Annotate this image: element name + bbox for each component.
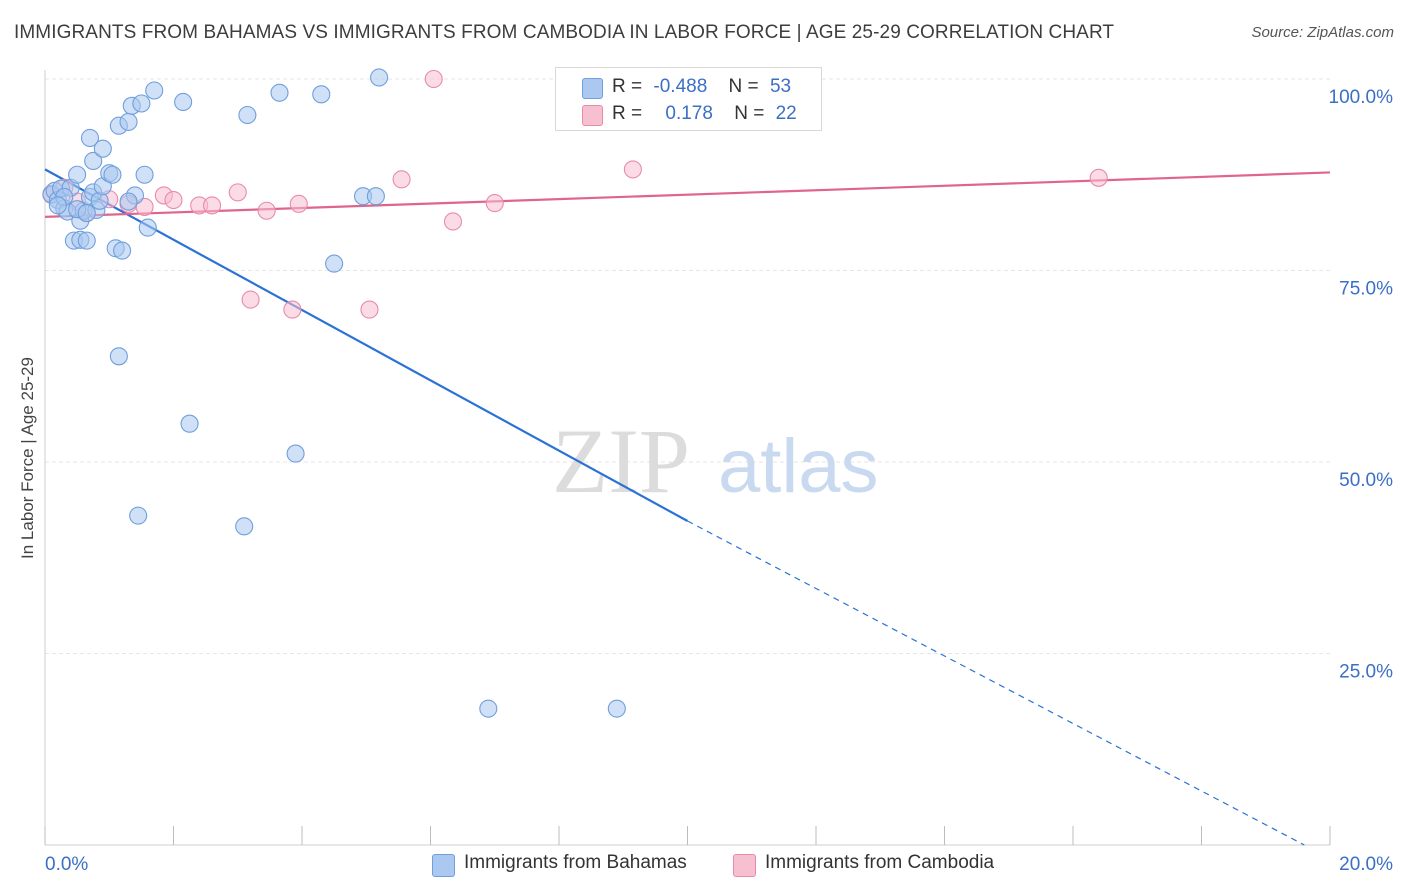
point-bahamas (286, 444, 305, 463)
point-cambodia (424, 69, 443, 89)
point-bahamas (93, 139, 112, 158)
point-bahamas (129, 506, 148, 525)
legend-label-cambodia: Immigrants from Cambodia (765, 852, 995, 873)
point-bahamas (325, 254, 344, 273)
point-cambodia (203, 196, 222, 215)
point-bahamas (145, 81, 164, 100)
data-points (42, 68, 1108, 718)
point-cambodia (485, 194, 504, 213)
point-bahamas (48, 196, 67, 215)
legend-r-label: R = (612, 103, 643, 124)
legend-swatch-blue (582, 78, 603, 99)
point-bahamas (77, 204, 96, 223)
point-bahamas (174, 92, 193, 112)
source-label: Source: ZipAtlas.com (1251, 24, 1394, 41)
point-bahamas (103, 165, 122, 184)
legend-n-value: 22 (775, 103, 797, 124)
y-tick-label: 25.0% (1339, 662, 1393, 683)
point-bahamas (119, 192, 138, 211)
point-bahamas (84, 151, 103, 171)
point-cambodia (283, 300, 302, 319)
point-bahamas (132, 94, 151, 113)
y-tick-label: 100.0% (1329, 87, 1394, 108)
point-cambodia (289, 194, 308, 213)
x-tick-label: 20.0% (1339, 854, 1393, 875)
legend-r-value: 0.178 (665, 103, 713, 124)
y-axis-label: In Labor Force | Age 25-29 (18, 357, 37, 559)
point-bahamas (180, 414, 199, 433)
legend-swatch-bahamas (432, 854, 455, 877)
point-cambodia (228, 183, 247, 202)
point-bahamas (113, 241, 132, 260)
point-cambodia (241, 290, 260, 309)
watermark-zip: ZIP (552, 410, 690, 512)
point-bahamas (138, 218, 157, 237)
legend-r-label: R = (612, 76, 643, 97)
point-bahamas (479, 699, 498, 718)
legend-label-bahamas: Immigrants from Bahamas (464, 852, 687, 873)
point-cambodia (1089, 168, 1108, 187)
legend-r-value: -0.488 (653, 76, 708, 97)
point-bahamas (109, 347, 128, 366)
legend-n-label: N = (728, 76, 759, 97)
x-tick-label: 0.0% (45, 854, 88, 875)
point-bahamas (235, 517, 254, 536)
chart-title: IMMIGRANTS FROM BAHAMAS VS IMMIGRANTS FR… (14, 22, 1115, 43)
gridlines (45, 78, 1330, 654)
point-bahamas (370, 68, 389, 87)
watermark: ZIP atlas (552, 410, 879, 512)
point-bahamas (135, 165, 154, 184)
trend-line-bahamas-extension (687, 520, 1305, 846)
point-cambodia (360, 300, 379, 319)
legend-swatch-pink (582, 105, 603, 126)
legend-n-value: 53 (769, 76, 792, 97)
y-tick-label: 50.0% (1339, 470, 1393, 491)
point-bahamas (607, 699, 626, 718)
point-bahamas (77, 231, 96, 250)
point-bahamas (68, 165, 87, 184)
point-bahamas (238, 105, 257, 125)
watermark-atlas: atlas (718, 424, 879, 509)
point-bahamas (119, 112, 138, 131)
point-cambodia (164, 190, 183, 210)
tick-labels: 25.0% 50.0% 75.0% 100.0% 0.0% 20.0% (45, 87, 1393, 875)
legend-swatch-cambodia (733, 854, 756, 877)
point-bahamas (366, 187, 385, 206)
point-cambodia (443, 212, 463, 231)
series-legend: Immigrants from Bahamas Immigrants from … (0, 852, 1406, 878)
point-bahamas (312, 85, 331, 104)
y-tick-label: 75.0% (1339, 279, 1393, 300)
point-cambodia (257, 201, 276, 220)
point-cambodia (392, 170, 411, 189)
legend-n-label: N = (734, 103, 765, 124)
point-bahamas (270, 83, 289, 102)
point-bahamas (80, 128, 100, 148)
point-cambodia (623, 160, 642, 179)
correlation-legend: R = -0.488 N = 53 R = 0.178 N = 22 (555, 67, 822, 131)
